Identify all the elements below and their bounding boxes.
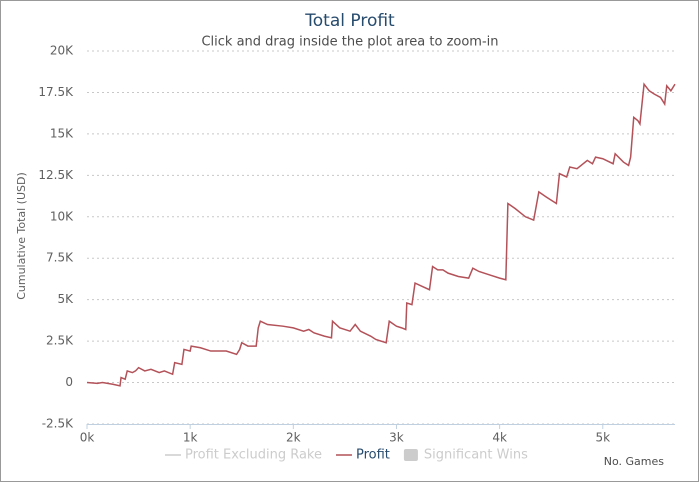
y-tick-label: 15K <box>50 126 74 140</box>
y-tick-label: 0 <box>65 375 73 389</box>
x-tick-label: 2k <box>286 431 301 445</box>
legend-label[interactable]: Significant Wins <box>424 448 528 463</box>
legend-symbol <box>403 449 418 461</box>
y-tick-label: 17.5K <box>38 85 74 99</box>
x-tick-label: 1k <box>183 431 198 445</box>
y-tick-label: 2.5K <box>46 334 74 348</box>
y-tick-label: 7.5K <box>46 251 74 265</box>
x-tick-label: 0k <box>80 431 95 445</box>
y-axis-title: Cumulative Total (USD) <box>15 172 28 300</box>
y-tick-label: 20K <box>50 44 74 58</box>
legend-label[interactable]: Profit <box>356 448 390 463</box>
chart-subtitle: Click and drag inside the plot area to z… <box>201 35 498 50</box>
chart-title: Total Profit <box>304 11 395 31</box>
y-tick-label: 5K <box>57 292 74 306</box>
x-tick-label: 5k <box>595 431 610 445</box>
y-tick-label: 12.5K <box>38 168 74 182</box>
line-series <box>86 82 676 387</box>
x-tick-label: 4k <box>492 431 507 445</box>
x-tick-label: 3k <box>389 431 404 445</box>
x-axis-title: No. Games <box>604 455 665 468</box>
legend-label[interactable]: Profit Excluding Rake <box>185 448 322 463</box>
y-tick-label: -2.5K <box>42 417 74 431</box>
y-tick-label: 10K <box>50 209 74 223</box>
